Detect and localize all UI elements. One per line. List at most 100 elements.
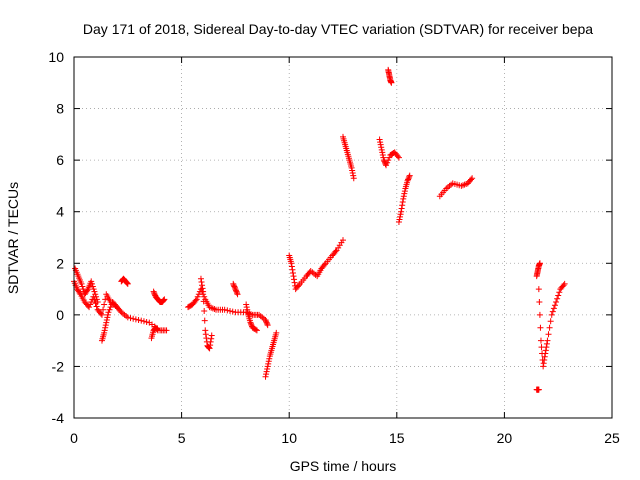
data-point [397,213,404,220]
data-point [400,193,407,200]
data-point [93,296,100,303]
data-point [199,282,206,289]
data-point [265,360,272,367]
data-point [401,190,408,197]
data-point [160,297,167,304]
data-series-seg-16 [395,172,413,226]
data-series-seg-2 [72,265,101,305]
data-point [230,280,237,287]
data-point [394,153,401,160]
data-point [244,306,251,313]
data-point [321,261,328,268]
data-point [396,216,403,223]
y-tick-label: -4 [52,410,65,426]
data-point [263,318,270,325]
data-point [88,278,95,285]
data-point [103,319,110,326]
x-tick-label: 10 [281,430,297,446]
data-point [263,371,270,378]
y-tick-label: 10 [48,49,64,65]
data-series-seg-9 [230,280,241,298]
data-point [264,320,271,327]
data-point [247,319,254,326]
y-tick-labels: -4 -2 0 2 4 6 8 10 [48,49,64,426]
data-point [206,344,213,351]
data-point [350,175,357,182]
data-point [201,317,208,324]
data-point [233,288,240,295]
data-point [399,199,406,206]
data-point [561,280,568,287]
data-point [207,342,214,349]
data-point [252,326,259,333]
data-point [386,154,393,161]
data-point [544,337,551,344]
data-point [234,291,241,298]
data-point [469,175,476,182]
data-point [124,314,131,321]
data-point [291,279,298,286]
data-point [102,324,109,331]
y-tick-label: 2 [56,255,64,271]
data-point [537,324,544,331]
data-point [262,317,269,324]
data-point [231,283,238,290]
data-point [556,289,563,296]
x-tick-label: 15 [389,430,405,446]
data-series-seg-8 [197,275,215,352]
data-point [132,316,139,323]
data-series-seg-4 [118,275,131,287]
data-point [102,322,109,329]
data-point [542,347,549,354]
data-point [103,317,110,324]
data-point [400,195,407,202]
data-series-seg-11 [262,329,280,380]
data-point [265,358,272,365]
data-point [202,327,209,334]
data-point [161,296,168,303]
data-point [376,136,383,143]
data-point [206,345,213,352]
y-axis-label: SDTVAR / TECUs [5,182,21,294]
data-point [263,319,270,326]
data-point [264,322,271,329]
data-point [273,329,280,336]
data-point [348,164,355,171]
data-point [201,293,208,300]
data-point [208,332,215,339]
data-point [98,311,105,318]
data-series-seg-18 [533,260,543,280]
data-point [140,318,147,325]
data-point [101,301,108,308]
data-point [553,298,560,305]
data-point [104,311,111,318]
data-point [163,327,170,334]
data-point [89,280,96,287]
data-point [536,311,543,318]
data-series-seg-13 [340,133,357,182]
data-point [112,302,119,309]
x-tick-labels: 0 5 10 15 20 25 [70,430,620,446]
data-point [379,151,386,158]
data-point [102,296,109,303]
y-tick-label: 6 [56,152,64,168]
data-point [349,170,356,177]
data-point [151,289,158,296]
data-point [244,309,251,316]
data-point [203,335,210,342]
data-point [555,292,562,299]
data-point [79,283,86,290]
data-point [380,154,387,161]
data-point [398,205,405,212]
data-point [543,344,550,351]
data-point [101,329,108,336]
data-point [76,289,83,296]
data-point [378,144,385,151]
data-point [253,327,260,334]
data-point [124,280,131,287]
data-point [535,386,542,393]
data-point [92,291,99,298]
axis-ticks [73,56,613,419]
data-point [263,368,270,375]
